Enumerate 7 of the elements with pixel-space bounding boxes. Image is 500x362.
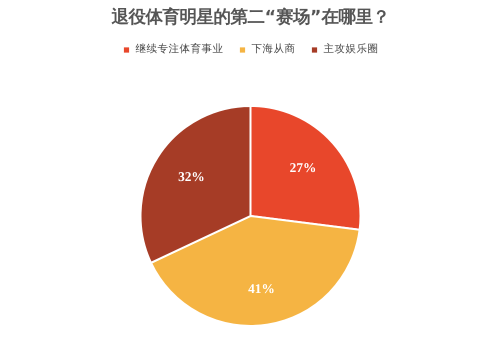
data-label: 41%	[248, 280, 275, 296]
data-label: 27%	[290, 160, 316, 175]
chart-title: 退役体育明星的第二“赛场”在哪里？	[110, 6, 390, 28]
legend-label: 主攻娱乐圈	[324, 42, 378, 56]
legend-label: 下海从商	[252, 42, 296, 56]
legend-label: 继续专注体育事业	[136, 42, 224, 56]
data-label: 32%	[178, 169, 205, 184]
